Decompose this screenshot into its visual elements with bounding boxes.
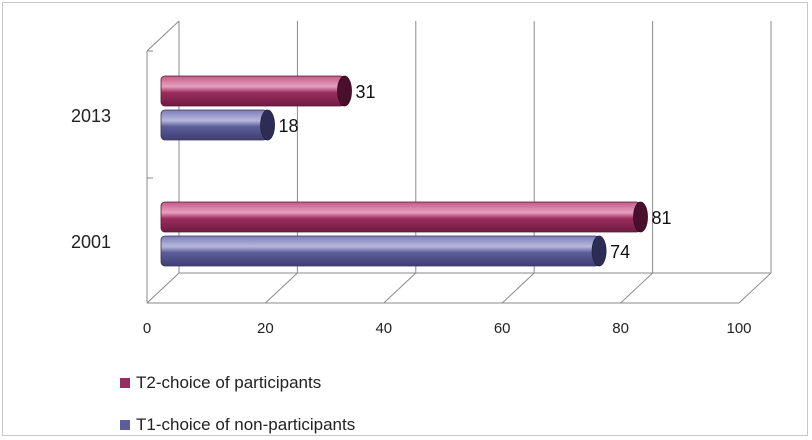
bar-body: [161, 236, 599, 266]
bar-end-cap: [338, 76, 352, 106]
data-label: 81: [652, 208, 672, 228]
bar: [161, 110, 275, 140]
bar-body: [161, 110, 268, 140]
x-tick-label: 40: [375, 320, 392, 337]
bar-end-cap: [592, 236, 606, 266]
legend-label-t1: T1-choice of non-participants: [136, 415, 355, 435]
bar-end-cap: [634, 202, 648, 232]
floor-gridline: [147, 273, 179, 303]
chart-frame: 0 20 40 60 80 100 2001 81 74 2013 31 18 T2-choice o…: [2, 2, 808, 436]
left-wall-top: [147, 21, 179, 51]
bar-body: [161, 202, 641, 232]
legend-swatch-t1: [120, 420, 130, 430]
floor-gridline: [739, 273, 771, 303]
y-category-label: 2013: [71, 106, 111, 126]
x-tick-label: 60: [494, 320, 511, 337]
data-label: 18: [279, 116, 299, 136]
bar-end-cap: [261, 110, 275, 140]
y-category-label: 2001: [71, 232, 111, 252]
legend-item-t1: T1-choice of non-participants: [120, 415, 355, 435]
x-tick-label: 100: [726, 320, 751, 337]
legend-label-t2: T2-choice of participants: [136, 373, 321, 393]
floor-gridline: [621, 273, 653, 303]
data-label: 31: [356, 82, 376, 102]
floor-gridline: [265, 273, 297, 303]
floor-gridline: [502, 273, 534, 303]
bar: [161, 76, 352, 106]
bar: [161, 202, 648, 232]
data-label: 74: [610, 242, 630, 262]
x-tick-label: 0: [143, 320, 151, 337]
bar: [161, 236, 606, 266]
bar-body: [161, 76, 345, 106]
bar-chart: 0 20 40 60 80 100 2001 81 74 2013 31 18: [3, 3, 809, 437]
floor-gridline: [384, 273, 416, 303]
x-tick-label: 80: [612, 320, 629, 337]
legend-swatch-t2: [120, 378, 130, 388]
legend-item-t2: T2-choice of participants: [120, 373, 321, 393]
x-tick-label: 20: [257, 320, 274, 337]
